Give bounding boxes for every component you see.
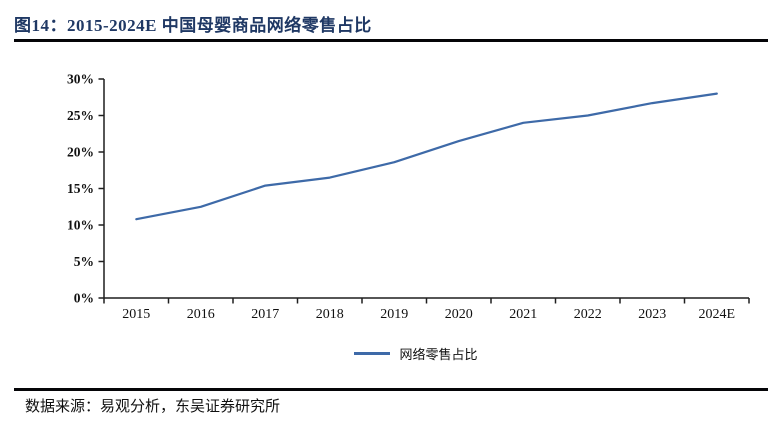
footer-divider-rule <box>14 388 768 391</box>
x-tick-label: 2019 <box>380 307 408 322</box>
x-tick-label: 2021 <box>509 307 537 322</box>
data-source-note: 数据来源：易观分析，东吴证券研究所 <box>25 399 281 415</box>
chart-legend: 网络零售占比 <box>64 344 768 363</box>
x-tick-label: 2016 <box>187 307 215 322</box>
x-tick-label: 2023 <box>638 307 666 322</box>
y-tick-label: 25% <box>67 108 94 123</box>
y-tick-label: 5% <box>74 254 94 269</box>
series-line <box>135 92 718 221</box>
x-tick-label: 2022 <box>574 307 602 322</box>
y-tick-label: 15% <box>67 181 94 196</box>
x-tick-label: 2017 <box>251 307 279 322</box>
figure-title: 图14：2015-2024E 中国母婴商品网络零售占比 <box>14 16 372 35</box>
y-tick-label: 10% <box>67 218 94 233</box>
y-tick-label: 0% <box>74 291 94 306</box>
y-tick-label: 30% <box>67 72 94 87</box>
x-tick-label: 2018 <box>316 307 344 322</box>
x-tick-label: 2020 <box>445 307 473 322</box>
title-divider-rule <box>14 39 768 42</box>
legend-label: 网络零售占比 <box>399 347 478 362</box>
legend-line-swatch <box>354 352 391 355</box>
y-tick-label: 20% <box>67 145 94 160</box>
x-tick-label: 2024E <box>698 307 735 322</box>
x-tick-label: 2015 <box>122 307 150 322</box>
